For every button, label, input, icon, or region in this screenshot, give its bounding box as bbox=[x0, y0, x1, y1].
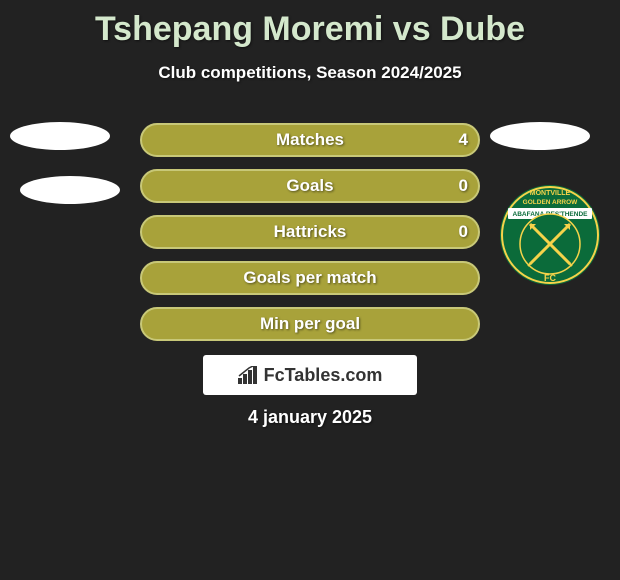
stat-bar-goals: Goals 0 bbox=[140, 169, 480, 203]
stat-label: Min per goal bbox=[260, 314, 360, 334]
stat-bar-goals-per-match: Goals per match bbox=[140, 261, 480, 295]
page-subtitle: Club competitions, Season 2024/2025 bbox=[0, 63, 620, 83]
stat-label: Goals bbox=[286, 176, 333, 196]
badge-fc-text: FC bbox=[544, 273, 556, 283]
stat-row: Min per goal bbox=[0, 307, 620, 341]
logo-content: FcTables.com bbox=[238, 365, 383, 386]
club-badge-svg: MONTVILLE GOLDEN ARROW ABAFANA BES'THEND… bbox=[500, 178, 600, 293]
stat-bar-min-per-goal: Min per goal bbox=[140, 307, 480, 341]
stat-label: Hattricks bbox=[274, 222, 347, 242]
player2-club-badge: MONTVILLE GOLDEN ARROW ABAFANA BES'THEND… bbox=[500, 178, 600, 293]
stat-bar-matches: Matches 4 bbox=[140, 123, 480, 157]
logo-text: FcTables.com bbox=[264, 365, 383, 386]
stat-label: Matches bbox=[276, 130, 344, 150]
date-text: 4 january 2025 bbox=[0, 407, 620, 428]
badge-mid-text: GOLDEN ARROW bbox=[523, 199, 579, 206]
badge-top-text: MONTVILLE bbox=[530, 190, 571, 197]
stat-bar-hattricks: Hattricks 0 bbox=[140, 215, 480, 249]
stat-value-right: 0 bbox=[459, 222, 468, 242]
page-title: Tshepang Moremi vs Dube bbox=[0, 0, 620, 49]
chart-icon bbox=[238, 366, 260, 384]
fctables-logo: FcTables.com bbox=[203, 355, 417, 395]
stat-value-right: 4 bbox=[459, 130, 468, 150]
stat-label: Goals per match bbox=[243, 268, 376, 288]
stat-row: Matches 4 bbox=[0, 123, 620, 157]
stat-value-right: 0 bbox=[459, 176, 468, 196]
